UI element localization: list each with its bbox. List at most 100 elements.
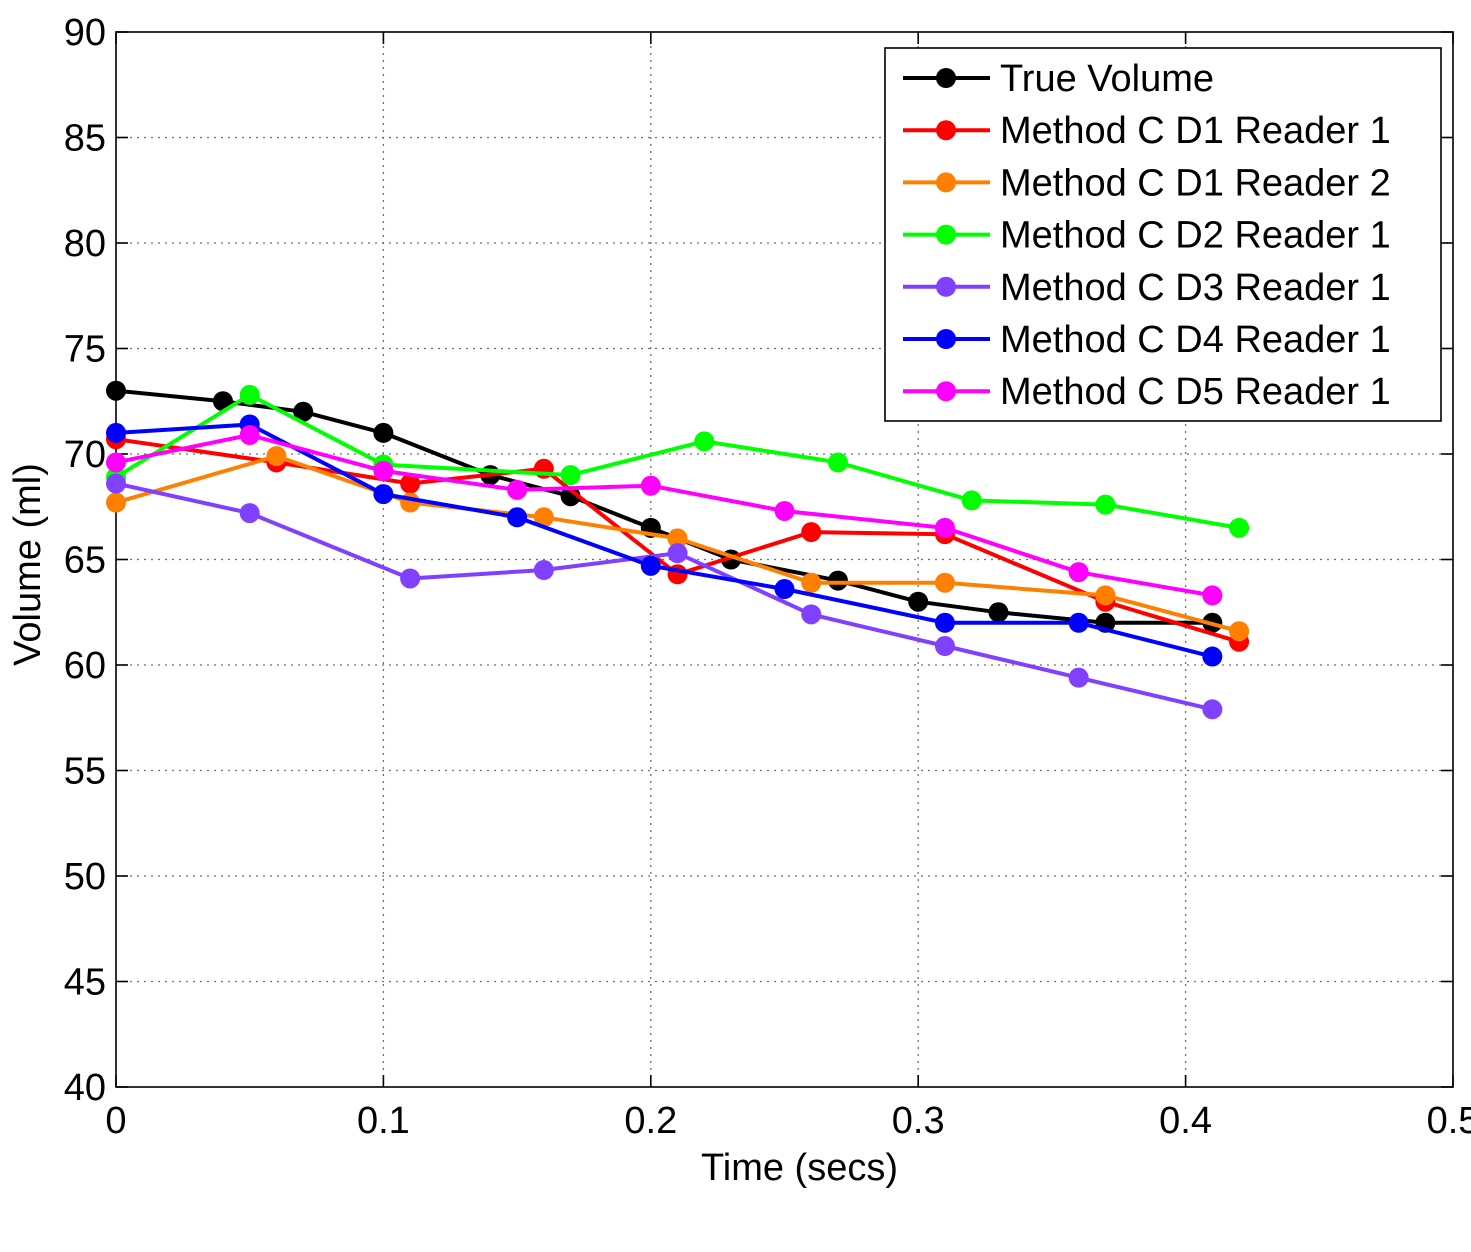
data-point (533, 507, 554, 528)
data-point (1229, 621, 1250, 642)
data-point (1229, 517, 1250, 538)
x-tick-label: 0 (105, 1100, 126, 1142)
data-point (106, 422, 126, 443)
y-tick-label: 45 (64, 962, 106, 1004)
x-tick-label: 0.2 (624, 1100, 677, 1142)
series-7 (106, 425, 1223, 606)
data-point (106, 473, 126, 494)
legend-label: Method C D1 Reader 1 (1000, 110, 1391, 152)
tick-labels: 0 0.1 0.2 0.3 0.4 0.5 40 45 50 55 60 65 70 75 80 85 90 (64, 12, 1471, 1142)
x-axis-label: Time (secs) (701, 1147, 898, 1189)
data-point (1068, 667, 1089, 688)
data-point (934, 572, 955, 593)
legend-marker (936, 68, 956, 88)
data-point (266, 446, 287, 467)
data-point (1202, 646, 1223, 667)
y-tick-label: 80 (64, 223, 106, 265)
data-point (961, 490, 982, 511)
series-5 (106, 473, 1223, 720)
x-tick-label: 0.5 (1427, 1100, 1471, 1142)
data-point (667, 528, 688, 549)
data-point (1095, 585, 1116, 606)
data-point (560, 486, 581, 507)
data-point (774, 579, 795, 600)
data-point (801, 604, 822, 625)
legend-marker (936, 276, 956, 297)
data-point (373, 422, 394, 443)
data-point (934, 636, 955, 657)
legend-item: Method C D3 Reader 1 (903, 267, 1391, 309)
data-point (694, 431, 715, 452)
data-point (239, 384, 260, 405)
data-point (988, 602, 1009, 623)
data-point (507, 479, 528, 500)
y-tick-label: 60 (64, 645, 106, 687)
data-point (533, 560, 554, 581)
data-point (1095, 494, 1116, 515)
y-tick-label: 75 (64, 329, 106, 371)
legend-item: Method C D5 Reader 1 (903, 371, 1391, 413)
data-point (640, 475, 661, 496)
data-series (106, 380, 1250, 720)
data-point (1202, 585, 1223, 606)
data-point (934, 612, 955, 633)
plot-frame (115, 31, 1454, 1088)
data-point (1068, 612, 1089, 633)
data-point (373, 484, 394, 505)
data-point (801, 522, 822, 543)
legend-label: Method C D3 Reader 1 (1000, 267, 1391, 309)
legend-label: Method C D4 Reader 1 (1000, 319, 1391, 361)
legend-item: True Volume (903, 58, 1214, 100)
y-tick-label: 90 (64, 12, 106, 54)
legend-label: True Volume (1000, 58, 1214, 100)
legend-label: Method C D1 Reader 2 (1000, 162, 1391, 204)
axes (115, 31, 1454, 1088)
y-tick-label: 55 (64, 751, 106, 793)
legend-marker (936, 224, 956, 245)
series-3 (106, 446, 1250, 642)
data-point (106, 380, 126, 401)
data-point (801, 572, 822, 593)
data-point (507, 507, 528, 528)
data-point (667, 543, 688, 564)
data-point (293, 401, 314, 422)
legend-marker (936, 172, 956, 193)
legend-item: Method C D2 Reader 1 (903, 215, 1391, 257)
data-point (239, 425, 260, 446)
legend-label: Method C D2 Reader 1 (1000, 215, 1391, 257)
y-tick-label: 85 (64, 118, 106, 160)
legend-marker (936, 120, 956, 141)
data-point (774, 500, 795, 521)
legend-item: Method C D4 Reader 1 (903, 319, 1391, 361)
data-point (373, 460, 394, 481)
y-axis-label: Volume (ml) (7, 463, 49, 666)
data-point (827, 452, 848, 473)
data-point (106, 492, 126, 513)
data-point (827, 570, 848, 591)
legend: True Volume Method C D1 Reader 1 Method C … (884, 47, 1442, 422)
legend-label: Method C D5 Reader 1 (1000, 371, 1391, 413)
x-tick-label: 0.1 (357, 1100, 410, 1142)
data-point (1068, 562, 1089, 583)
data-point (908, 591, 929, 612)
data-point (106, 452, 126, 473)
legend-marker (936, 329, 956, 349)
y-tick-label: 70 (64, 434, 106, 476)
data-point (934, 517, 955, 538)
data-point (400, 568, 421, 589)
data-point (1202, 699, 1223, 720)
legend-item: Method C D1 Reader 2 (903, 162, 1391, 204)
data-point (560, 465, 581, 486)
legend-item: Method C D1 Reader 1 (903, 110, 1391, 152)
x-tick-label: 0.4 (1159, 1100, 1212, 1142)
y-tick-label: 65 (64, 540, 106, 582)
data-point (400, 473, 421, 494)
y-tick-label: 50 (64, 856, 106, 898)
legend-marker (936, 381, 956, 402)
y-tick-label: 40 (64, 1067, 106, 1109)
data-point (239, 503, 260, 524)
data-point (640, 555, 661, 576)
x-tick-label: 0.3 (892, 1100, 945, 1142)
